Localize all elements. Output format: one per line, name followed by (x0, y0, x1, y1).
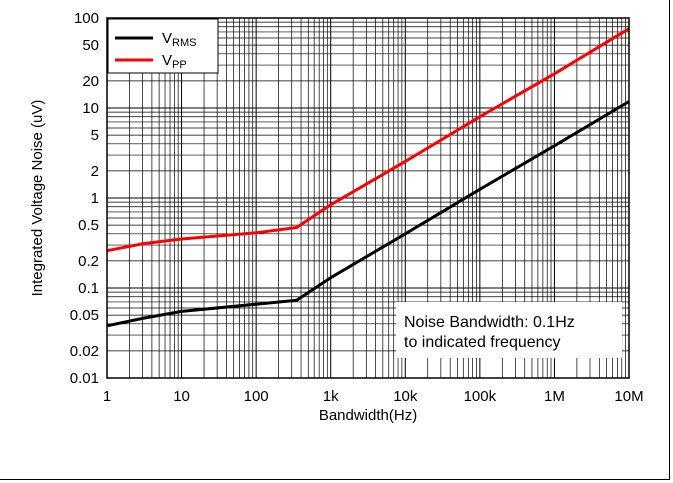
legend-label-vpp: VPP (162, 52, 187, 71)
plot-border (106, 17, 630, 379)
legend-box (107, 18, 219, 74)
y-tick-label: 0.1 (78, 280, 99, 297)
y-axis-label: Integrated Voltage Noise (uV) (29, 100, 46, 297)
y-tick-label: 0.2 (78, 253, 99, 270)
x-tick-label: 1k (323, 388, 339, 405)
y-tick-label: 50 (82, 37, 99, 54)
y-tick-label: 0.02 (70, 343, 99, 360)
x-tick-label: 10M (614, 388, 643, 405)
annotation-background (396, 302, 622, 358)
legend: VRMS VPP (107, 18, 219, 74)
x-axis-label: Bandwidth(Hz) (319, 407, 417, 424)
legend-label-vrms: VRMS (162, 30, 196, 49)
x-tick-label: 1M (544, 388, 565, 405)
y-tick-labels: 0.01 0.02 0.05 0.1 0.2 0.5 1 2 5 10 20 50 100 (70, 10, 99, 387)
y-tick-label: 1 (91, 190, 99, 207)
x-tick-labels: 1 10 100 1k 10k 100k 1M 10M (103, 388, 644, 405)
y-tick-label: 0.05 (70, 307, 99, 324)
annotation-line-2: to indicated frequency (404, 334, 561, 351)
y-tick-label: 20 (82, 73, 99, 90)
y-tick-label: 5 (91, 127, 99, 144)
x-tick-label: 10k (393, 388, 418, 405)
series-line-vpp (106, 27, 630, 253)
y-tick-label: 0.5 (78, 217, 99, 234)
x-tick-label: 100 (244, 388, 269, 405)
annotation-line-1: Noise Bandwidth: 0.1Hz (404, 314, 575, 331)
y-tick-label: 10 (82, 100, 99, 117)
y-tick-label: 0.01 (70, 370, 99, 387)
y-tick-label: 100 (74, 10, 99, 27)
series-layer (106, 27, 630, 328)
x-tick-label: 1 (103, 388, 111, 405)
y-tick-label: 2 (91, 163, 99, 180)
series-line-vrms (106, 100, 630, 328)
annotation-box: Noise Bandwidth: 0.1Hz to indicated freq… (396, 302, 622, 358)
x-tick-label: 100k (464, 388, 497, 405)
x-tick-label: 10 (173, 388, 190, 405)
